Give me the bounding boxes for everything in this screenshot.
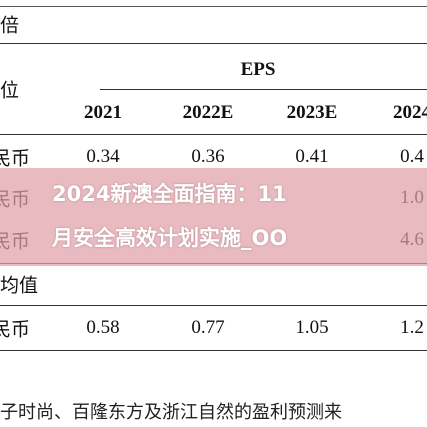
column-header: 2022E (182, 102, 234, 123)
cell: 0.41 (295, 146, 329, 167)
footnote: 子时尚、百隆东方及浙江自然的盈利预测来 (0, 402, 342, 422)
cell: 1.2 (400, 317, 424, 338)
overlay-line: 月安全高效计划实施_OO (52, 226, 288, 250)
rule (0, 43, 427, 44)
column-header: 2023E (286, 102, 338, 123)
cell: 1.05 (295, 317, 329, 338)
rule (0, 305, 427, 306)
overlay: 2024新澳全面指南：11 月安全高效计划实施_OO (0, 168, 427, 266)
cell: 0.77 (191, 317, 225, 338)
rule (0, 134, 427, 135)
top-label: 倍 (0, 15, 20, 37)
row-label: 民币 (0, 148, 31, 170)
rule (0, 6, 427, 7)
rule (0, 350, 427, 351)
rule (100, 89, 427, 90)
cell: 0.36 (191, 146, 225, 167)
cell: 0.58 (86, 317, 120, 338)
cell: 0.34 (86, 146, 120, 167)
overlay-line: 2024新澳全面指南：11 (52, 182, 287, 206)
group-header: EPS (240, 59, 276, 80)
cell: 0.4 (400, 146, 424, 167)
column-header: 2024 (393, 102, 427, 123)
section-label: 均值 (0, 275, 39, 297)
unit-label: 位 (0, 80, 20, 102)
row-label: 民币 (0, 319, 31, 341)
column-header: 2021 (84, 102, 122, 123)
